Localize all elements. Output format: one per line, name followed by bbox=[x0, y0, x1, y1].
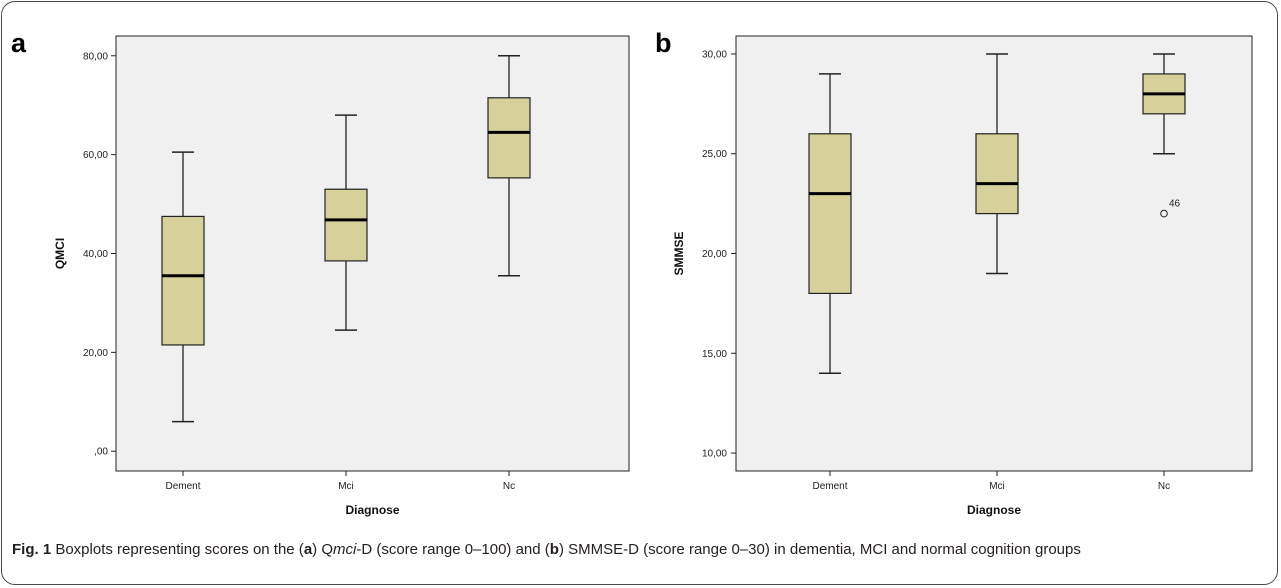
x-tick-label: Mci bbox=[338, 481, 354, 492]
y-tick-label: 20,00 bbox=[83, 348, 108, 359]
boxplot-figure: a ,00 20,00 40,00 60,00 80,00 Dement Mci Nc Diagn… bbox=[11, 28, 1253, 517]
panel-label-b: b bbox=[655, 28, 672, 58]
box-nc bbox=[487, 55, 531, 277]
x-axis-title: Diagnose bbox=[345, 503, 399, 517]
x-tick-label: Nc bbox=[1158, 481, 1170, 492]
caption-fig-label: Fig. 1 bbox=[12, 541, 52, 558]
box-dement bbox=[161, 151, 205, 423]
box-mci bbox=[324, 114, 368, 331]
x-tick-label: Dement bbox=[812, 481, 847, 492]
iqr-box bbox=[161, 215, 205, 346]
y-tick-label: 80,00 bbox=[83, 51, 108, 62]
iqr-box bbox=[324, 188, 368, 262]
outlier-point bbox=[1160, 209, 1168, 218]
y-tick-label: 30,00 bbox=[702, 49, 727, 60]
outlier-label: 46 bbox=[1169, 199, 1181, 210]
chart-panel-b: b 10,00 15,00 20,00 25,00 30,00 Dement Mci Nc Dia… bbox=[655, 28, 1253, 517]
box-mci bbox=[975, 53, 1019, 275]
y-tick-label: 60,00 bbox=[83, 150, 108, 161]
caption-mci-italic: mci bbox=[333, 541, 357, 558]
caption-text-1: Boxplots representing scores on the ( bbox=[51, 541, 304, 558]
y-tick-label: 25,00 bbox=[702, 149, 727, 160]
x-tick-label: Mci bbox=[989, 481, 1005, 492]
y-axis-title: QMCI bbox=[53, 238, 67, 269]
caption-text-3: -D (score range 0–100) and ( bbox=[356, 541, 550, 558]
chart-panel-a: a ,00 20,00 40,00 60,00 80,00 Dement Mci Nc Diagn… bbox=[11, 28, 630, 517]
caption-text-2: ) Q bbox=[312, 541, 333, 558]
panel-label-a: a bbox=[11, 28, 27, 58]
y-tick-label: 40,00 bbox=[83, 249, 108, 260]
caption-text-4: ) SMMSE-D (score range 0–30) in dementia… bbox=[558, 541, 1081, 558]
iqr-box bbox=[808, 133, 852, 295]
figure-caption: Fig. 1 Boxplots representing scores on t… bbox=[12, 539, 1262, 560]
y-tick-label: 20,00 bbox=[702, 249, 727, 260]
caption-panel-b: b bbox=[549, 541, 559, 558]
y-tick-label: 15,00 bbox=[702, 349, 727, 360]
iqr-box bbox=[487, 97, 531, 179]
iqr-box bbox=[975, 133, 1019, 215]
y-axis-title: SMMSE bbox=[672, 231, 686, 275]
y-tick-label: ,00 bbox=[94, 447, 108, 458]
box-dement bbox=[808, 73, 852, 374]
y-tick-label: 10,00 bbox=[702, 449, 727, 460]
x-axis-title: Diagnose bbox=[967, 503, 1021, 517]
x-tick-label: Nc bbox=[503, 481, 515, 492]
box-nc bbox=[1142, 53, 1186, 155]
caption-panel-a: a bbox=[303, 541, 313, 558]
x-tick-label: Dement bbox=[165, 481, 200, 492]
